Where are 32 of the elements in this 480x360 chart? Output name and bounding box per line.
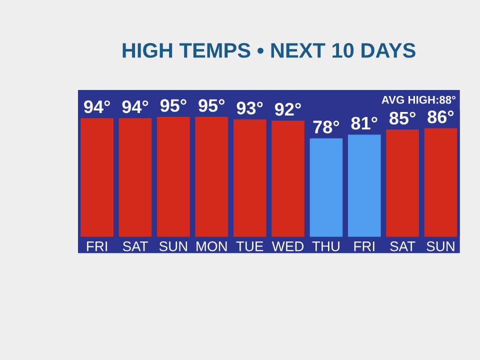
x-tick-label: WED: [272, 242, 304, 252]
bar: [348, 134, 381, 237]
data-label: 95°: [160, 99, 186, 112]
data-label: 93°: [236, 102, 263, 114]
x-tick-label: SUN: [159, 241, 187, 252]
x-tick-label: SAT: [390, 241, 416, 252]
x-tick-label: FRI: [354, 242, 374, 252]
data-label: 94°: [122, 100, 148, 114]
bar: [233, 119, 266, 237]
data-label: 92°: [274, 102, 301, 116]
bar: [157, 116, 190, 237]
chart-title: HIGH TEMPS • NEXT 10 DAYS: [122, 43, 416, 58]
x-tick-label: THU: [312, 242, 340, 252]
text: AVG HIGH:88°: [382, 96, 456, 104]
bar: [272, 120, 304, 237]
x-tick-label: MON: [196, 241, 227, 252]
bar: [195, 116, 228, 237]
bar: [424, 128, 458, 237]
data-label: 78°: [313, 120, 340, 134]
x-tick-label: FRI: [87, 242, 107, 252]
bar: [386, 130, 419, 237]
x-tick-label: TUE: [236, 242, 264, 252]
data-label: 81°: [351, 116, 378, 130]
x-tick-label: SUN: [426, 241, 454, 252]
bar: [118, 118, 152, 237]
data-label: 94°: [84, 100, 110, 114]
bar: [80, 118, 114, 237]
x-tick-label: SAT: [122, 241, 148, 252]
bar: [310, 138, 343, 237]
data-label: 95°: [198, 99, 225, 112]
data-label: 86°: [428, 110, 454, 124]
data-label: 85°: [389, 112, 416, 125]
